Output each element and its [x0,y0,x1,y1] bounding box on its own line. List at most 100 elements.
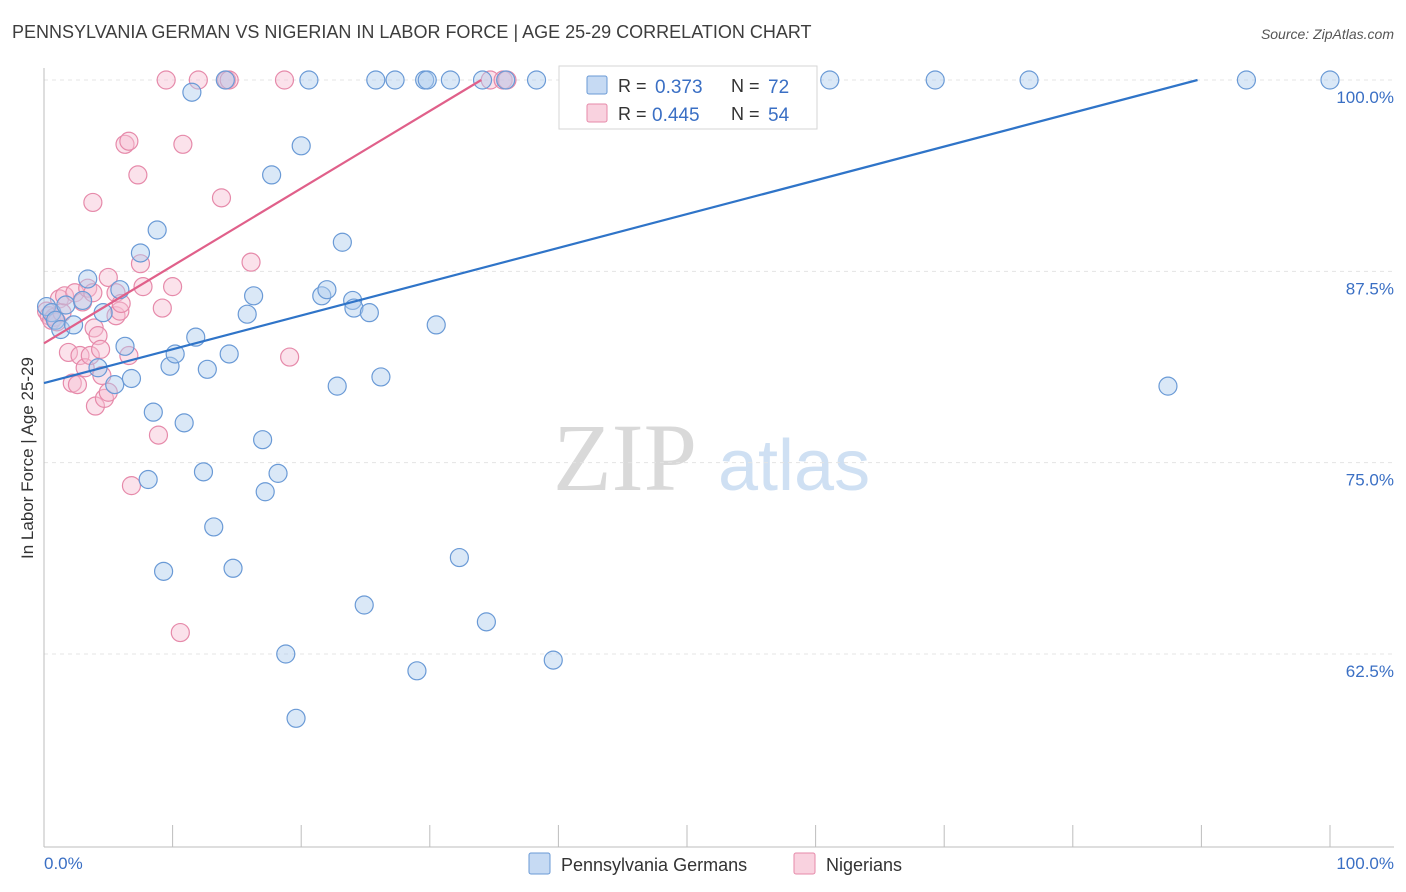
point-pennsylvania-germans [147,220,167,240]
point-pennsylvania-germans [354,595,374,615]
point-nigerians [80,345,100,366]
point-pennsylvania-germans [51,319,71,340]
axes [43,68,1394,848]
x-tick-label-right: 100.0% [1336,854,1394,873]
point-pennsylvania-germans [440,70,460,90]
point-pennsylvania-germans [385,70,405,90]
legend-swatch-nigerians [586,103,608,123]
point-nigerians [98,382,118,402]
point-nigerians [274,70,295,90]
point-pennsylvania-germans [182,82,202,102]
point-nigerians [83,192,103,213]
point-pennsylvania-germans [1320,70,1340,90]
point-pennsylvania-germans [105,375,125,395]
legend-r-label-0: R = [618,76,647,96]
point-nigerians [188,70,208,90]
trend-lines [43,78,1198,385]
chart-title: PENNSYLVANIA GERMAN VS NIGERIAN IN LABOR… [12,22,812,42]
point-pennsylvania-germans [45,310,66,330]
point-pennsylvania-germans [219,344,239,364]
point-pennsylvania-germans [204,517,224,537]
point-nigerians [58,342,79,363]
point-nigerians [110,301,130,321]
point-nigerians [170,622,190,643]
legend-swatch-pennsylvania-germans [586,75,608,95]
point-pennsylvania-germans [449,547,469,568]
point-pennsylvania-germans [496,70,516,90]
point-nigerians [148,425,169,445]
point-pennsylvania-germans [1236,70,1257,90]
point-nigerians [280,347,300,367]
legend-n-value-0: 72 [768,77,789,98]
point-pennsylvania-germans [237,304,257,324]
point-pennsylvania-germans [359,303,379,323]
x-tick-label-left: 0.0% [44,854,83,873]
stats-legend: R = 0.373 N = 72 R = 0.445 N = 54 [558,65,818,130]
point-pennsylvania-germans [36,296,57,317]
point-pennsylvania-germans [197,359,217,379]
point-nigerians [152,298,172,318]
point-pennsylvania-germans [371,367,391,387]
point-pennsylvania-germans [543,650,563,670]
y-tick-label: 75.0% [1346,471,1394,490]
chart-source: Source: ZipAtlas.com [1261,26,1394,42]
point-nigerians [128,165,148,185]
point-pennsylvania-germans [160,356,180,376]
point-nigerians [241,252,261,272]
point-pennsylvania-germans [268,463,288,483]
point-pennsylvania-germans [174,413,194,433]
point-pennsylvania-germans [426,315,446,335]
legend-r-value-0: 0.373 [655,77,703,98]
point-pennsylvania-germans [476,612,496,632]
point-nigerians [156,70,176,90]
y-tick-label: 62.5% [1346,662,1394,681]
point-pennsylvania-germans [138,469,158,490]
point-pennsylvania-germans [110,280,130,300]
point-pennsylvania-germans [327,376,347,396]
point-nigerians [119,131,139,151]
point-nigerians [90,339,111,359]
point-pennsylvania-germans [244,286,264,306]
point-pennsylvania-germans [276,644,296,664]
point-pennsylvania-germans [143,402,163,422]
point-pennsylvania-germans [262,165,282,185]
series-legend-swatch-pennsylvania-germans [528,852,551,875]
point-pennsylvania-germans [366,70,386,90]
point-pennsylvania-germans [472,70,493,90]
point-pennsylvania-germans [253,430,273,450]
series-legend-swatch-nigerians [793,852,816,875]
gridlines [44,79,1394,655]
legend-n-label-0: N = [731,76,760,96]
point-pennsylvania-germans [526,70,547,90]
series-legend: Pennsylvania Germans Nigerians [528,852,902,875]
point-pennsylvania-germans [317,280,337,300]
point-pennsylvania-germans [115,336,135,356]
point-pennsylvania-germans [925,70,945,90]
point-nigerians [70,345,90,366]
point-pennsylvania-germans [72,290,93,311]
point-pennsylvania-germans [193,462,214,482]
point-pennsylvania-germans [407,661,427,681]
point-nigerians [163,277,183,297]
legend-r-label-1: R = [618,104,647,124]
point-pennsylvania-germans [820,70,840,90]
point-nigerians [67,375,88,395]
point-pennsylvania-germans [255,482,275,502]
point-pennsylvania-germans [286,708,306,728]
y-axis-label: In Labor Force | Age 25-29 [18,357,37,559]
point-nigerians [173,134,193,154]
watermark-zip: ZIP [553,404,697,511]
point-pennsylvania-germans [332,232,352,252]
point-nigerians [130,254,151,274]
point-pennsylvania-germans [153,561,174,581]
point-nigerians [211,188,232,208]
point-pennsylvania-germans [417,70,437,90]
y-tick-label: 100.0% [1336,88,1394,107]
point-pennsylvania-germans [1019,70,1039,90]
point-pennsylvania-germans [223,558,243,578]
trend-line-nigerians [43,79,482,345]
point-nigerians [98,267,118,288]
legend-r-value-1: 0.445 [652,105,700,126]
legend-n-label-1: N = [731,104,760,124]
